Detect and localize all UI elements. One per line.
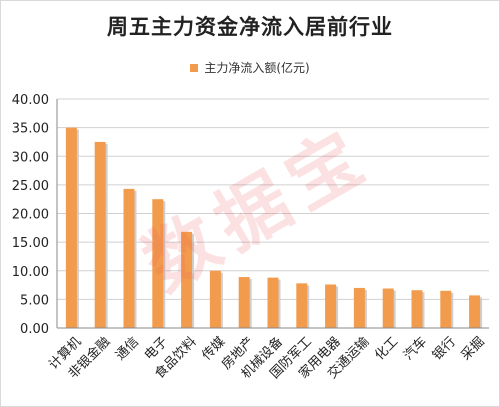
chart-title: 周五主力资金净流入居前行业 — [107, 15, 393, 39]
x-tick-label: 通信 — [113, 334, 142, 363]
legend-label: 主力净流入额(亿元) — [204, 61, 310, 75]
y-tick-label: 5.00 — [20, 293, 49, 308]
bar-交通运输 — [353, 287, 365, 328]
y-tick-label: 30.00 — [12, 150, 49, 165]
x-tick-label: 银行 — [430, 334, 459, 363]
y-tick-label: 15.00 — [12, 236, 49, 251]
bar-电子 — [152, 199, 164, 328]
bar-采掘 — [469, 295, 481, 328]
y-tick-label: 40.00 — [12, 93, 49, 108]
bar-传媒 — [209, 270, 221, 328]
bar-通信 — [123, 188, 135, 328]
bar-非银金融 — [94, 141, 106, 328]
legend-swatch — [190, 64, 199, 72]
x-tick-label: 化工 — [372, 334, 401, 363]
x-tick-label: 汽车 — [400, 334, 430, 364]
bar-国防军工 — [296, 283, 308, 328]
y-axis-tick-labels: 0.00 5.00 10.00 15.00 20.00 25.00 30.00 35.00 40… — [12, 93, 49, 337]
bar-食品饮料 — [181, 231, 193, 328]
y-tick-label: 0.00 — [20, 322, 49, 337]
bar-银行 — [440, 290, 452, 328]
chart-legend: 主力净流入额(亿元) — [1, 59, 499, 76]
y-tick-label: 10.00 — [12, 265, 49, 280]
bar-机械设备 — [267, 277, 279, 328]
bar-化工 — [382, 288, 394, 328]
bar-房地产 — [238, 277, 250, 328]
y-tick-label: 20.00 — [12, 208, 49, 223]
bar-计算机 — [65, 127, 77, 328]
axes — [56, 99, 489, 329]
bar-家用电器 — [325, 284, 337, 328]
y-tick-label: 25.00 — [12, 179, 49, 194]
y-tick-label: 35.00 — [12, 122, 49, 137]
bars — [65, 127, 483, 328]
bar-汽车 — [411, 290, 423, 328]
x-tick-label: 采掘 — [459, 334, 488, 363]
